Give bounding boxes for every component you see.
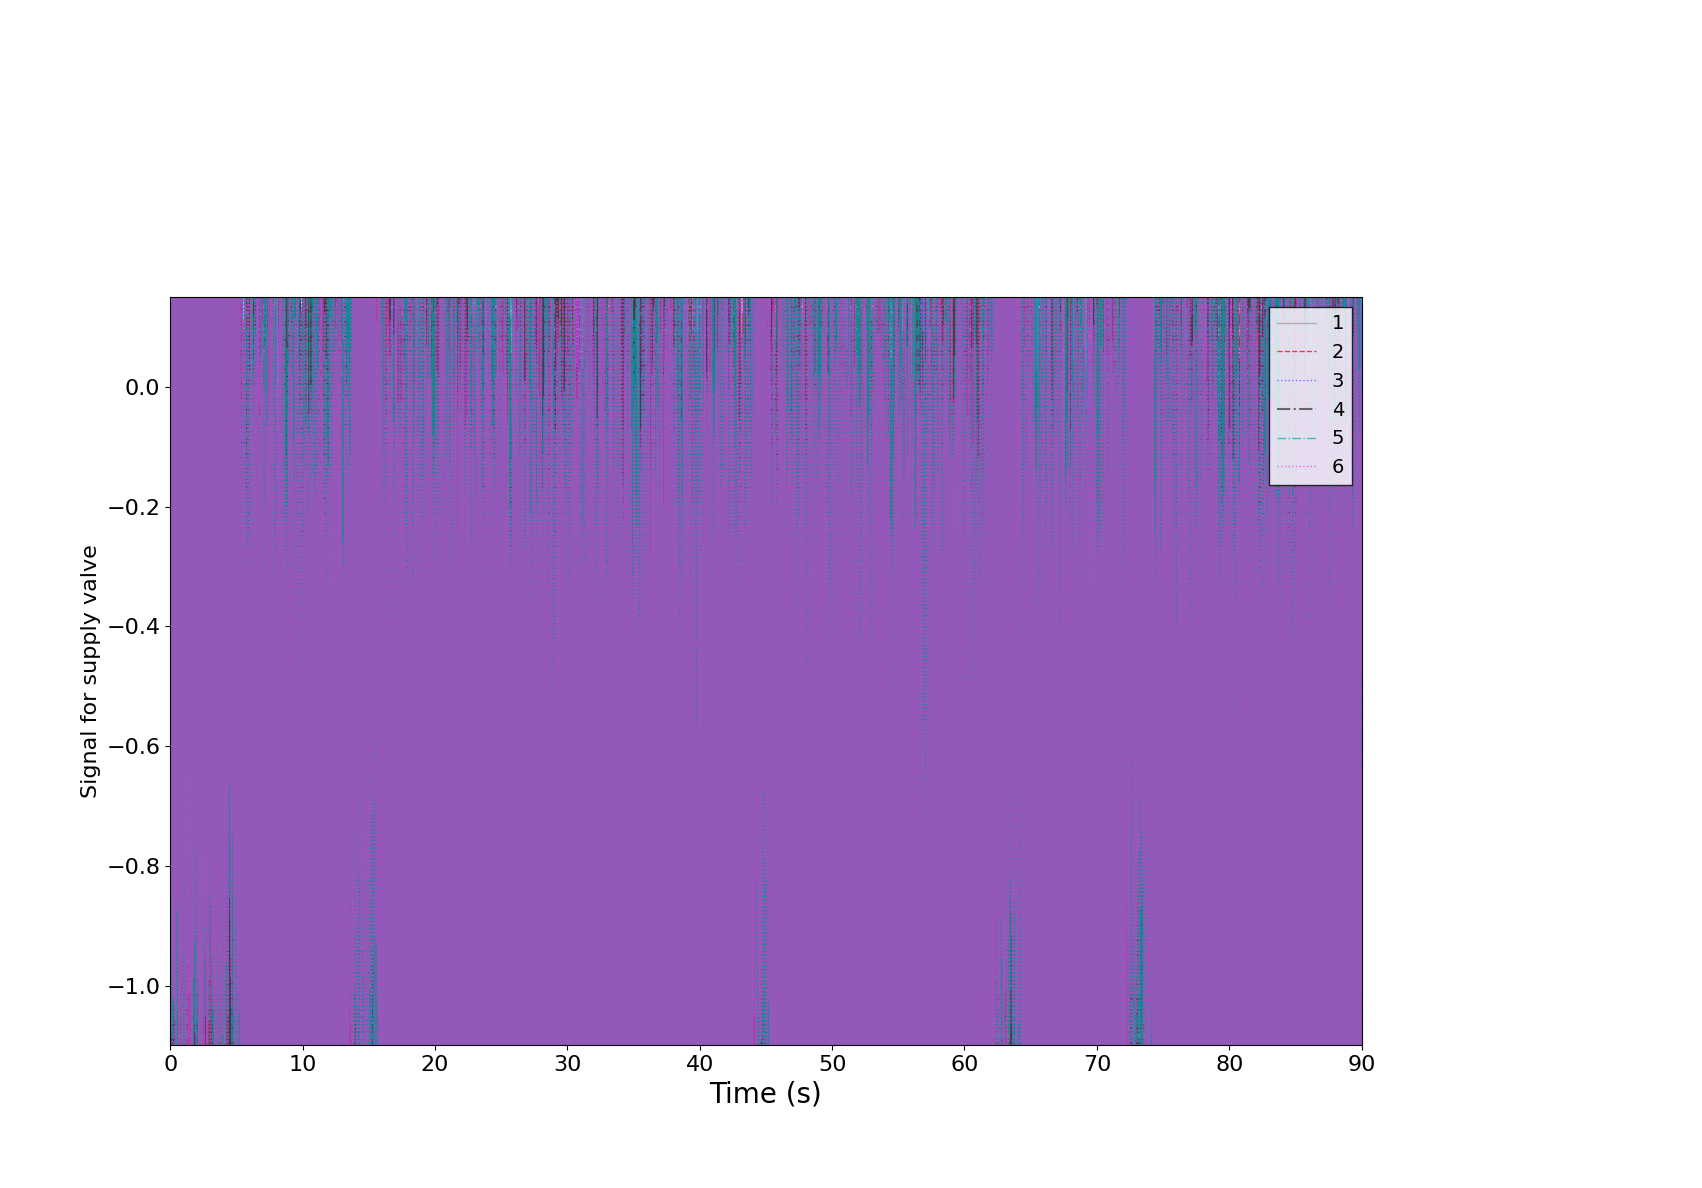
1 — [807, 506, 827, 520]
Line: 2: 2 — [170, 0, 1362, 1188]
3 — [878, 821, 899, 835]
1 — [616, 1073, 637, 1087]
6 — [446, 758, 466, 772]
3 — [1351, 425, 1372, 440]
4 — [242, 804, 262, 819]
5 — [160, 643, 180, 657]
6 — [878, 1037, 899, 1051]
1 — [1351, 703, 1372, 718]
Line: 3: 3 — [170, 0, 1362, 1188]
Line: 4: 4 — [170, 0, 1362, 1188]
2 — [878, 942, 899, 956]
5 — [807, 849, 827, 864]
2 — [446, 1165, 466, 1180]
3 — [160, 296, 180, 310]
1 — [1045, 909, 1065, 923]
6 — [242, 486, 262, 500]
Line: 5: 5 — [170, 0, 1362, 1188]
3 — [1045, 1057, 1065, 1072]
1 — [878, 345, 899, 359]
Y-axis label: Signal for supply valve: Signal for supply valve — [82, 544, 100, 798]
6 — [160, 225, 180, 239]
2 — [616, 757, 637, 771]
6 — [616, 425, 637, 440]
2 — [160, 462, 180, 476]
5 — [616, 1057, 637, 1072]
3 — [446, 1131, 466, 1145]
5 — [878, 972, 899, 986]
5 — [1045, 1107, 1065, 1121]
Legend: 1, 2, 3, 4, 5, 6: 1, 2, 3, 4, 5, 6 — [1270, 307, 1351, 485]
3 — [242, 860, 262, 874]
Line: 1: 1 — [170, 0, 1362, 1188]
2 — [807, 1060, 827, 1074]
1 — [160, 848, 180, 862]
4 — [616, 952, 637, 966]
4 — [160, 222, 180, 236]
4 — [1351, 1111, 1372, 1125]
5 — [242, 992, 262, 1006]
Line: 6: 6 — [170, 0, 1362, 1188]
X-axis label: Time (s): Time (s) — [710, 1081, 822, 1108]
5 — [446, 836, 466, 851]
4 — [1043, 253, 1064, 267]
6 — [1351, 664, 1372, 678]
5 — [1351, 434, 1372, 448]
6 — [807, 953, 827, 967]
